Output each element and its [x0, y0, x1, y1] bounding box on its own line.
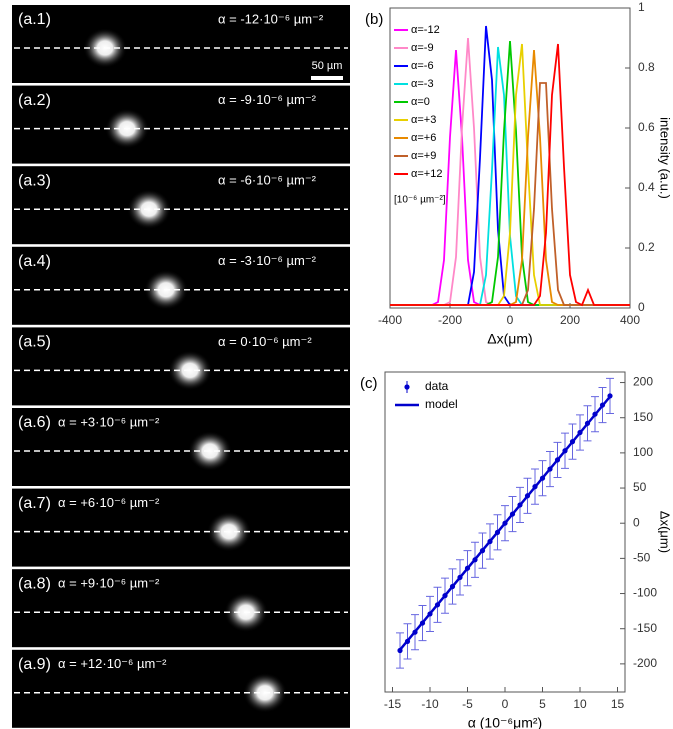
legend-label: α=-6 — [411, 60, 434, 72]
y-tick-label: 0.2 — [638, 240, 655, 254]
y-tick-label: 200 — [633, 375, 653, 389]
y-axis-label: Δx(μm) — [658, 511, 673, 553]
alpha-label: α = -3·10⁻⁶ µm⁻² — [218, 253, 317, 268]
y-tick-label: 0.8 — [638, 60, 655, 74]
legend-note: [10⁻⁶ µm⁻²] — [394, 195, 446, 206]
x-axis-label: Δx(μm) — [487, 331, 532, 347]
y-tick-label: -150 — [633, 621, 657, 635]
legend-label: α=+6 — [411, 132, 436, 144]
y-tick-label: 1 — [638, 0, 645, 14]
y-tick-label: 0.4 — [638, 180, 655, 194]
legend-label: α=0 — [411, 96, 430, 108]
alpha-label: α = +12·10⁻⁶ µm⁻² — [58, 656, 167, 671]
x-tick-label: 0 — [507, 313, 514, 327]
panel-label: (a.6) — [18, 414, 51, 431]
y-tick-label: 100 — [633, 445, 653, 459]
panel-label: (a.5) — [18, 334, 51, 351]
page: (a.1) α = -12·10⁻⁶ µm⁻² (a.2) α = -9·10⁻⁶ µ… — [0, 0, 673, 729]
panel-label: (a.2) — [18, 92, 51, 109]
panel-label: (a.1) — [18, 11, 51, 28]
panel-label: (a.8) — [18, 575, 51, 592]
legend-swatch — [404, 384, 409, 389]
alpha-label: α = +6·10⁻⁶ µm⁻² — [58, 495, 160, 510]
x-tick-label: 15 — [611, 697, 625, 711]
scale-bar — [311, 76, 343, 80]
y-tick-label: -50 — [633, 551, 651, 565]
y-tick-label: 0.6 — [638, 120, 655, 134]
y-tick-label: 150 — [633, 410, 653, 424]
panel-label: (c) — [360, 375, 378, 392]
x-tick-label: -10 — [421, 697, 439, 711]
x-tick-label: 200 — [560, 313, 580, 327]
x-tick-label: 0 — [502, 697, 509, 711]
x-axis-label: α (10⁻⁶μm²) — [468, 715, 542, 729]
panel-label: (b) — [365, 11, 383, 28]
alpha-label: α = -6·10⁻⁶ µm⁻² — [218, 173, 317, 188]
x-tick-label: -400 — [378, 313, 402, 327]
scale-bar-label: 50 µm — [312, 60, 343, 72]
alpha-label: α = 0·10⁻⁶ µm⁻² — [218, 334, 312, 349]
y-tick-label: 50 — [633, 480, 647, 494]
chart: 0 0.2 0.4 0.6 0.8 1 -400 -200 0 200 400 (b) Δx(μm) in… — [365, 0, 673, 347]
legend-label: data — [425, 379, 449, 393]
x-tick-label: -5 — [462, 697, 473, 711]
model-line — [400, 397, 610, 650]
figure: (a.1) α = -12·10⁻⁶ µm⁻² (a.2) α = -9·10⁻⁶ µ… — [0, 0, 673, 729]
x-tick-label: 400 — [620, 313, 640, 327]
alpha-label: α = -12·10⁻⁶ µm⁻² — [218, 11, 324, 26]
legend-label: α=+9 — [411, 150, 436, 162]
legend-label: α=-12 — [411, 24, 440, 36]
panel-label: (a.7) — [18, 495, 51, 512]
x-tick-label: 10 — [573, 697, 587, 711]
legend-label: α=+3 — [411, 114, 436, 126]
alpha-label: α = +9·10⁻⁶ µm⁻² — [58, 576, 160, 591]
panel-label: (a.3) — [18, 172, 51, 189]
x-tick-label: -200 — [438, 313, 462, 327]
legend-label: α=-3 — [411, 78, 434, 90]
y-tick-label: -200 — [633, 656, 657, 670]
y-axis-label: intensity (a.u.) — [658, 117, 673, 199]
y-tick-label: 0 — [633, 515, 640, 529]
panel-label: (a.9) — [18, 656, 51, 673]
panel-label: (a.4) — [18, 253, 51, 270]
legend-label: α=-9 — [411, 42, 434, 54]
legend-label: α=+12 — [411, 168, 442, 180]
alpha-label: α = +3·10⁻⁶ µm⁻² — [58, 414, 160, 429]
legend-label: model — [425, 397, 458, 411]
x-tick-label: 5 — [539, 697, 546, 711]
alpha-label: α = -9·10⁻⁶ µm⁻² — [218, 92, 317, 107]
y-tick-label: 0 — [638, 300, 645, 314]
x-tick-label: -15 — [384, 697, 402, 711]
y-tick-label: -100 — [633, 586, 657, 600]
